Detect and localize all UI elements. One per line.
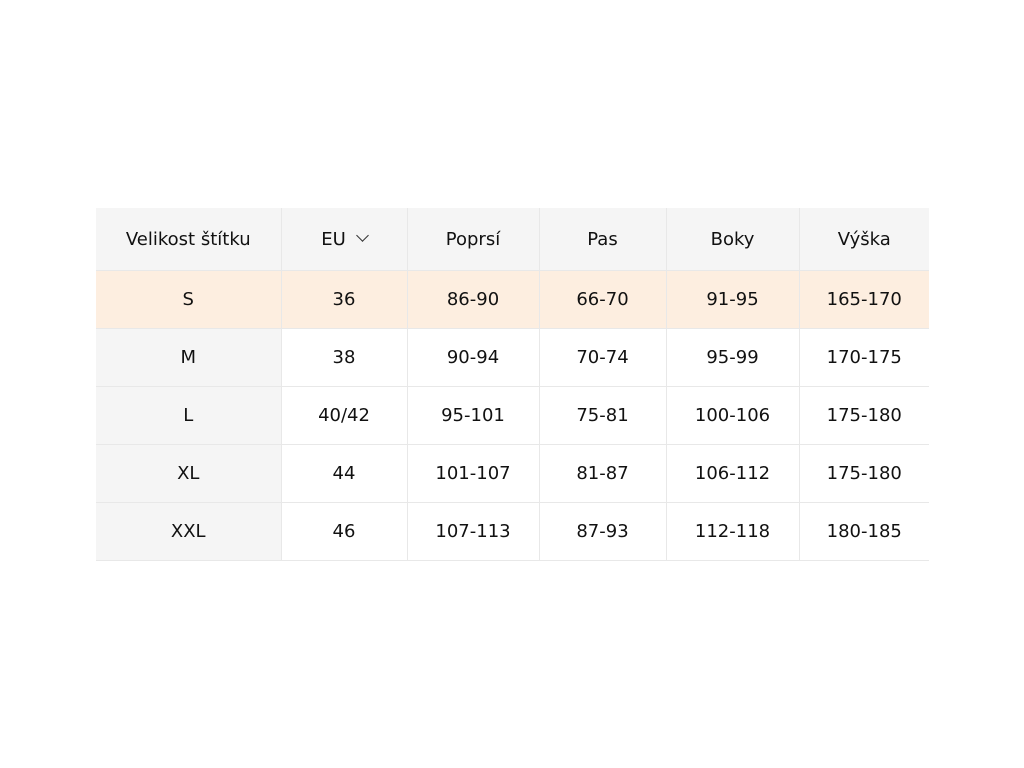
cell-hips: 100-106 <box>665 386 799 445</box>
cell-bust: 101-107 <box>406 444 539 503</box>
cell-waist: 66-70 <box>538 270 666 329</box>
cell-hips: 95-99 <box>665 328 799 387</box>
chevron-down-icon <box>355 228 369 242</box>
header-size-label: Velikost štítku <box>96 208 281 271</box>
table-row: XL 44 101-107 81-87 106-112 175-180 <box>96 444 929 503</box>
cell-size-label: XL <box>96 444 281 503</box>
unit-selector-value: EU <box>321 228 346 250</box>
cell-bust: 95-101 <box>406 386 539 445</box>
table-row: L 40/42 95-101 75-81 100-106 175-180 <box>96 386 929 445</box>
cell-eu-size: 46 <box>280 502 407 561</box>
size-chart-table: Velikost štítku EU Poprsí Pas Boky Výška… <box>96 208 929 561</box>
table-row: M 38 90-94 70-74 95-99 170-175 <box>96 328 929 387</box>
cell-height: 175-180 <box>798 444 929 503</box>
cell-size-label: M <box>96 328 281 387</box>
header-bust: Poprsí <box>406 208 539 271</box>
cell-bust: 86-90 <box>406 270 539 329</box>
table-row: XXL 46 107-113 87-93 112-118 180-185 <box>96 502 929 561</box>
cell-size-label: XXL <box>96 502 281 561</box>
cell-waist: 87-93 <box>538 502 666 561</box>
cell-size-label: S <box>96 270 281 329</box>
header-row: Velikost štítku EU Poprsí Pas Boky Výška <box>96 208 929 271</box>
cell-hips: 112-118 <box>665 502 799 561</box>
cell-eu-size: 36 <box>280 270 407 329</box>
cell-eu-size: 44 <box>280 444 407 503</box>
cell-waist: 81-87 <box>538 444 666 503</box>
cell-height: 175-180 <box>798 386 929 445</box>
header-height: Výška <box>798 208 929 271</box>
header-hips: Boky <box>665 208 799 271</box>
cell-height: 165-170 <box>798 270 929 329</box>
cell-eu-size: 40/42 <box>280 386 407 445</box>
cell-waist: 70-74 <box>538 328 666 387</box>
cell-size-label: L <box>96 386 281 445</box>
cell-height: 170-175 <box>798 328 929 387</box>
cell-height: 180-185 <box>798 502 929 561</box>
cell-hips: 91-95 <box>665 270 799 329</box>
unit-selector[interactable]: EU <box>280 208 407 271</box>
header-waist: Pas <box>538 208 666 271</box>
cell-waist: 75-81 <box>538 386 666 445</box>
cell-eu-size: 38 <box>280 328 407 387</box>
cell-bust: 90-94 <box>406 328 539 387</box>
cell-hips: 106-112 <box>665 444 799 503</box>
cell-bust: 107-113 <box>406 502 539 561</box>
table-row: S 36 86-90 66-70 91-95 165-170 <box>96 270 929 329</box>
